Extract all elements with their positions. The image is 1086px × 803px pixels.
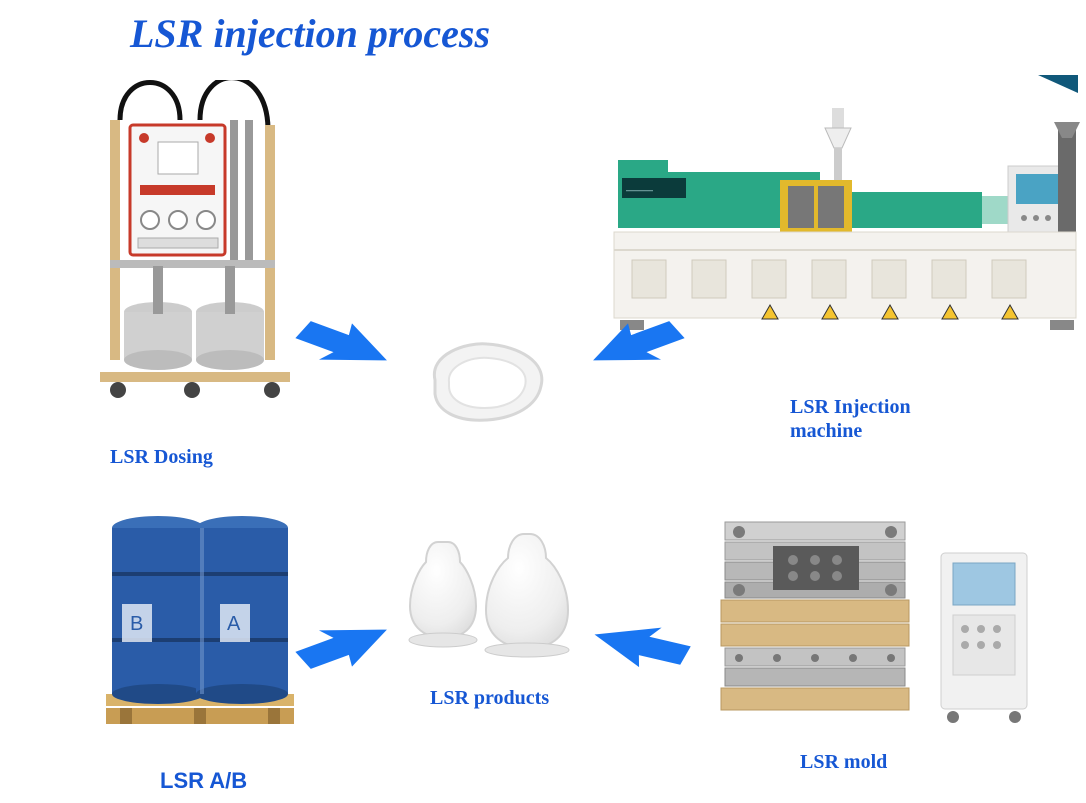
page-title: LSR injection process [130,10,490,57]
label-lsr-ab: LSR A/B [160,768,247,794]
arrow-dosing-to-product [290,310,400,380]
label-lsr-mold: LSR mold [800,750,887,774]
node-mask-product [415,332,555,432]
node-mold-controller [935,545,1033,725]
node-lsr-mold [705,508,930,728]
arrow-barrels-to-products [290,610,400,680]
node-barrels: B A [100,508,300,734]
node-lsr-dosing [80,80,305,400]
svg-text:———: ——— [626,185,653,195]
label-lsr-dosing: LSR Dosing [110,445,213,469]
label-lsr-products: LSR products [430,686,549,710]
node-nipple-products [390,528,580,658]
arrow-mold-to-products [585,610,695,680]
svg-text:B: B [130,613,143,635]
svg-text:A: A [227,613,241,635]
arrow-machine-to-product [580,310,690,380]
label-lsr-injection-machine: LSR Injection machine [790,395,911,443]
